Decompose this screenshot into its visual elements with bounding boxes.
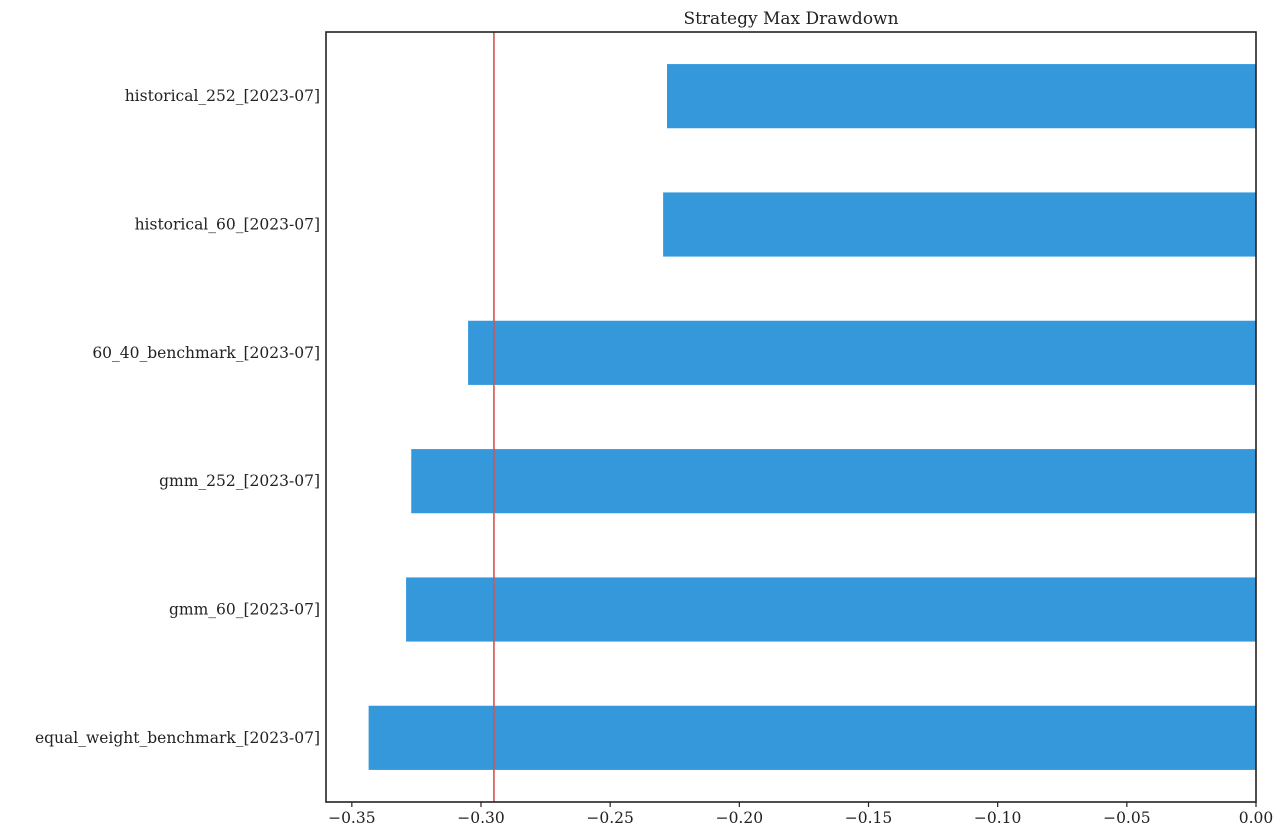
bar-1 [663,192,1256,257]
y-tick-label: gmm_60_[2023-07] [169,601,320,619]
y-tick-label: gmm_252_[2023-07] [159,472,320,490]
y-tick-labels: historical_252_[2023-07] historical_60_[2… [35,87,320,747]
y-tick-label: historical_60_[2023-07] [135,216,320,234]
y-tick-label: 60_40_benchmark_[2023-07] [92,344,320,362]
bar-4 [406,577,1256,642]
y-tick-label: historical_252_[2023-07] [125,87,320,105]
axes-frame [325,31,1257,803]
x-axis-ticks: −0.35 −0.30 −0.25 −0.20 −0.15 −0.10 −0.05 0.00 [328,802,1273,827]
x-tick-label: −0.05 [1103,809,1151,827]
x-tick-label: −0.25 [586,809,634,827]
bar-3 [411,449,1256,514]
x-tick-label: −0.35 [328,809,376,827]
x-tick-label: 0.00 [1239,809,1274,827]
bar-0 [667,64,1256,129]
chart-title: Strategy Max Drawdown [683,9,898,29]
x-tick-label: −0.15 [845,809,893,827]
y-tick-label: equal_weight_benchmark_[2023-07] [35,729,320,747]
x-tick-label: −0.30 [457,809,505,827]
x-tick-label: −0.10 [974,809,1022,827]
x-tick-label: −0.20 [716,809,764,827]
bars-layer [368,64,1256,770]
bar-2 [468,320,1256,385]
bar-5 [368,705,1256,770]
